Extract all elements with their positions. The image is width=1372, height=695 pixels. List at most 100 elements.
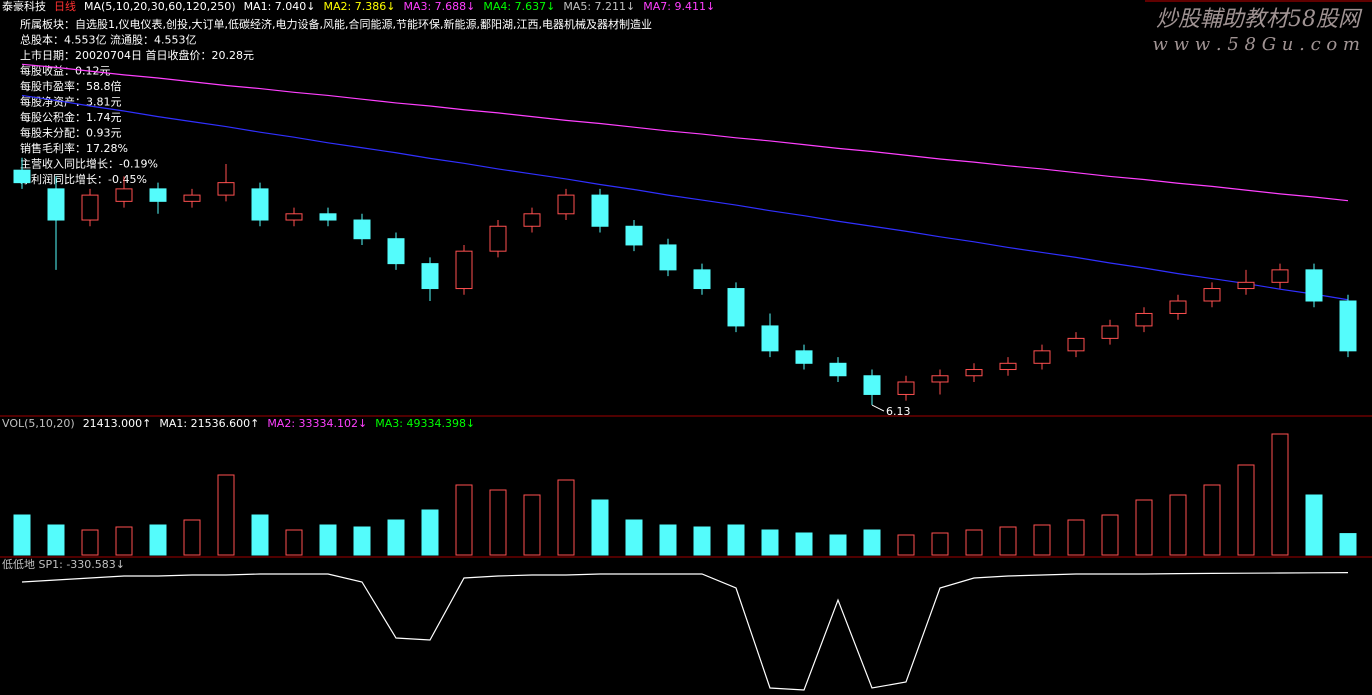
volume-bar [217, 474, 235, 556]
candle-body [183, 194, 201, 202]
candle-body [693, 269, 711, 290]
volume-bar [421, 509, 439, 556]
candle-body [897, 381, 915, 395]
header-item: MA2: 7.386↓ [324, 0, 396, 13]
header-item: 低低地 SP1: -330.583↓ [2, 558, 125, 571]
volume-bar [387, 519, 405, 556]
info-line: 销售毛利率：17.28% [20, 141, 128, 155]
header-item: MA1: 21536.600↑ [159, 417, 259, 430]
candle-body [455, 250, 473, 290]
volume-bar [13, 514, 31, 556]
candle-body [863, 375, 881, 395]
header-item: VOL(5,10,20) [2, 417, 75, 430]
info-line: 每股未分配：0.93元 [20, 126, 122, 140]
volume-bar [1305, 494, 1323, 556]
low-annotation: 6.13 [886, 405, 911, 418]
candle-body [1135, 312, 1153, 327]
candle-body [489, 225, 507, 252]
header-item: MA(5,10,20,30,60,120,250) [84, 0, 236, 13]
candle-body [557, 194, 575, 215]
volume-bar [489, 489, 507, 556]
candle-body [353, 219, 371, 240]
volume-bar [761, 529, 779, 556]
volume-bar [999, 526, 1017, 556]
low-pointer [871, 404, 885, 412]
candle-body [1101, 325, 1119, 339]
header-row: 泰豪科技 日线 MA(5,10,20,30,60,120,250) MA1: 7.04… [2, 0, 715, 13]
candle-body [829, 362, 847, 377]
volume-bar [251, 514, 269, 556]
volume-bar [115, 526, 133, 556]
volume-bar [183, 519, 201, 556]
candle-body [1067, 337, 1085, 352]
indicator-line [21, 572, 1349, 691]
volume-bar [863, 529, 881, 556]
candle-body [1339, 300, 1357, 352]
ma-line [21, 63, 1349, 202]
header-row: VOL(5,10,20) 21413.000↑ MA1: 21536.600↑ MA2… [2, 417, 475, 430]
candle-body [115, 188, 133, 202]
volume-bar [591, 499, 609, 556]
volume-bar [727, 524, 745, 556]
info-line: 每股公积金：1.74元 [20, 110, 122, 124]
volume-bar [897, 534, 915, 556]
candle-body [591, 194, 609, 227]
volume-bar [319, 524, 337, 556]
volume-bar [149, 524, 167, 556]
watermark-title: 炒股輔助教材58股网 [1156, 7, 1363, 32]
candle-body [1203, 288, 1221, 302]
candle-body [319, 213, 337, 221]
info-line: 每股市盈率：58.8倍 [20, 79, 122, 93]
candle-body [217, 182, 235, 196]
volume-bar [47, 524, 65, 556]
candle-body [285, 213, 303, 221]
volume-bar [931, 532, 949, 556]
candle-body [1271, 269, 1289, 283]
info-line: 每股净资产：3.81元 [20, 95, 122, 109]
header-item: 日线 [54, 0, 76, 13]
volume-bar [81, 529, 99, 556]
volume-bar [1033, 524, 1051, 556]
candle-body [421, 263, 439, 290]
candle-body [1305, 269, 1323, 302]
candle-body [999, 362, 1017, 371]
header-item: MA3: 7.688↓ [403, 0, 475, 13]
header-item: 21413.000↑ [83, 417, 152, 430]
watermark-url: w w w . 5 8 G u . c o m [1153, 34, 1360, 55]
candle-body [13, 169, 31, 184]
candle-body [81, 194, 99, 221]
header-item: MA4: 7.637↓ [483, 0, 555, 13]
ma-line [21, 94, 1349, 301]
volume-bar [1339, 533, 1357, 556]
info-line: 所属板块：自选股1,仪电仪表,创投,大订单,低碳经济,电力设备,风能,合同能源,… [20, 17, 652, 31]
volume-bar [557, 479, 575, 556]
candle-body [1169, 300, 1187, 314]
volume-bar [965, 529, 983, 556]
candle-body [659, 244, 677, 271]
volume-bar [285, 529, 303, 556]
candle-body [523, 213, 541, 227]
candle-body [761, 325, 779, 352]
info-line: 净利润同比增长：-0.45% [20, 172, 147, 186]
volume-bar [659, 524, 677, 556]
candle-body [931, 375, 949, 383]
candle-body [1033, 350, 1051, 364]
volume-bar [353, 526, 371, 556]
header-item: 泰豪科技 [2, 0, 46, 13]
header-item: MA3: 49334.398↓ [375, 417, 475, 430]
candle-body [625, 225, 643, 246]
candle-body [795, 350, 813, 364]
volume-bar [1203, 484, 1221, 556]
volume-bar [1101, 514, 1119, 556]
volume-bar [523, 494, 541, 556]
volume-bar [1271, 433, 1289, 556]
candle-body [387, 238, 405, 265]
info-line: 每股收益：0.12元 [20, 64, 111, 78]
candle-body [965, 369, 983, 377]
volume-bar [1169, 494, 1187, 556]
volume-bar [1135, 499, 1153, 556]
volume-bar [455, 484, 473, 556]
header-item: MA2: 33334.102↓ [267, 417, 367, 430]
volume-bar [795, 532, 813, 556]
